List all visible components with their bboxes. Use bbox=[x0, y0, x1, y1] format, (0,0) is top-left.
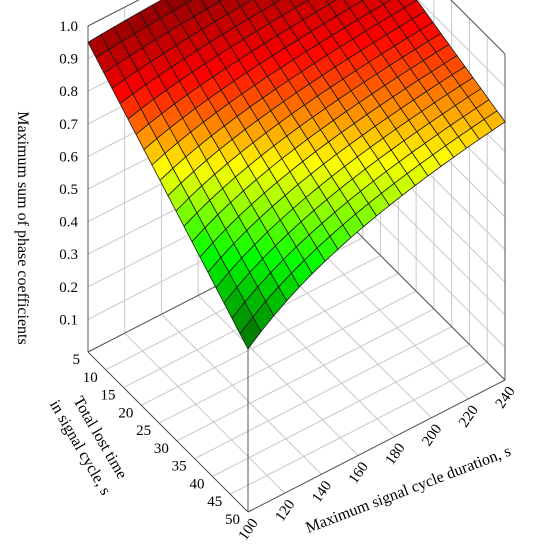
grid-line-y-floor bbox=[141, 272, 399, 406]
z-tick-label: 0.8 bbox=[59, 84, 78, 100]
surface-cell bbox=[239, 316, 262, 350]
y-tick-label: 30 bbox=[154, 441, 169, 457]
z-tick-label: 0.5 bbox=[59, 182, 78, 198]
y-tick-label: 15 bbox=[101, 388, 116, 404]
z-tick-label: 0.6 bbox=[59, 149, 78, 165]
grid-line-y-floor bbox=[158, 290, 417, 424]
grid-line-x-floor bbox=[197, 295, 359, 456]
y-tick-label: 45 bbox=[207, 494, 222, 510]
x-tick-label: 160 bbox=[346, 459, 372, 487]
grid-line-y-floor bbox=[212, 343, 470, 477]
y-tick-label: 20 bbox=[118, 405, 133, 421]
z-tick-label: 0.1 bbox=[59, 312, 78, 328]
x-tick-label: 220 bbox=[456, 403, 482, 431]
y-tick-label: 5 bbox=[73, 352, 81, 368]
y-tick-label: 35 bbox=[172, 459, 187, 475]
grid-line-x-floor bbox=[161, 313, 322, 475]
grid-line-x-floor bbox=[307, 238, 469, 400]
x-axis-label: Maximum signal cycle duration, s bbox=[303, 443, 513, 537]
box-edge bbox=[247, 379, 506, 513]
x-tick-label: 120 bbox=[272, 497, 298, 525]
y-tick-label: 10 bbox=[83, 370, 98, 386]
y-tick-label: 25 bbox=[136, 423, 151, 439]
surface-layer bbox=[87, 0, 506, 350]
z-tick-label: 0.2 bbox=[59, 280, 78, 296]
z-tick-label: 0.3 bbox=[59, 247, 78, 263]
x-tick-label: 180 bbox=[383, 440, 409, 468]
z-tick-label: 0.9 bbox=[59, 52, 78, 68]
grid-line-x-floor bbox=[124, 332, 286, 494]
y-tick-label: 40 bbox=[189, 476, 204, 492]
box-edge bbox=[344, 219, 506, 381]
x-tick-label: 140 bbox=[309, 478, 335, 506]
grid-line-y-floor bbox=[194, 326, 452, 460]
grid-line-y-floor bbox=[229, 361, 488, 495]
x-tick-label: 200 bbox=[419, 422, 445, 450]
x-tick-label: 240 bbox=[493, 384, 519, 412]
z-axis-label: Maximum sum of phase coefficients bbox=[14, 111, 31, 344]
grid-line-y-floor bbox=[176, 308, 435, 442]
box-edge bbox=[87, 351, 249, 513]
z-tick-label: 0.4 bbox=[59, 215, 78, 231]
box-edge bbox=[450, 0, 506, 55]
y-tick-label: 50 bbox=[225, 512, 240, 528]
z-tick-label: 0.7 bbox=[59, 117, 78, 133]
grid-line-z-right bbox=[417, 0, 506, 87]
z-tick-label: 1.0 bbox=[59, 19, 78, 35]
box-edge bbox=[87, 0, 140, 27]
